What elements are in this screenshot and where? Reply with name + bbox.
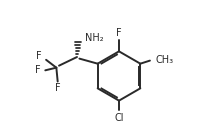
Text: NH₂: NH₂ xyxy=(85,33,104,43)
Text: Cl: Cl xyxy=(114,113,124,123)
Text: F: F xyxy=(55,83,60,93)
Text: CH₃: CH₃ xyxy=(156,55,174,65)
Text: F: F xyxy=(36,51,41,61)
Text: F: F xyxy=(35,65,40,75)
Text: F: F xyxy=(116,28,122,38)
